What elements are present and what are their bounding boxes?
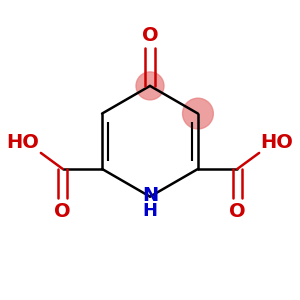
Circle shape — [136, 72, 164, 100]
Text: N: N — [142, 186, 158, 205]
Text: HO: HO — [261, 133, 293, 152]
Text: O: O — [142, 26, 158, 44]
Text: O: O — [229, 202, 246, 220]
Circle shape — [183, 98, 213, 129]
Text: HO: HO — [7, 133, 39, 152]
Text: O: O — [54, 202, 71, 220]
Text: H: H — [142, 202, 158, 220]
